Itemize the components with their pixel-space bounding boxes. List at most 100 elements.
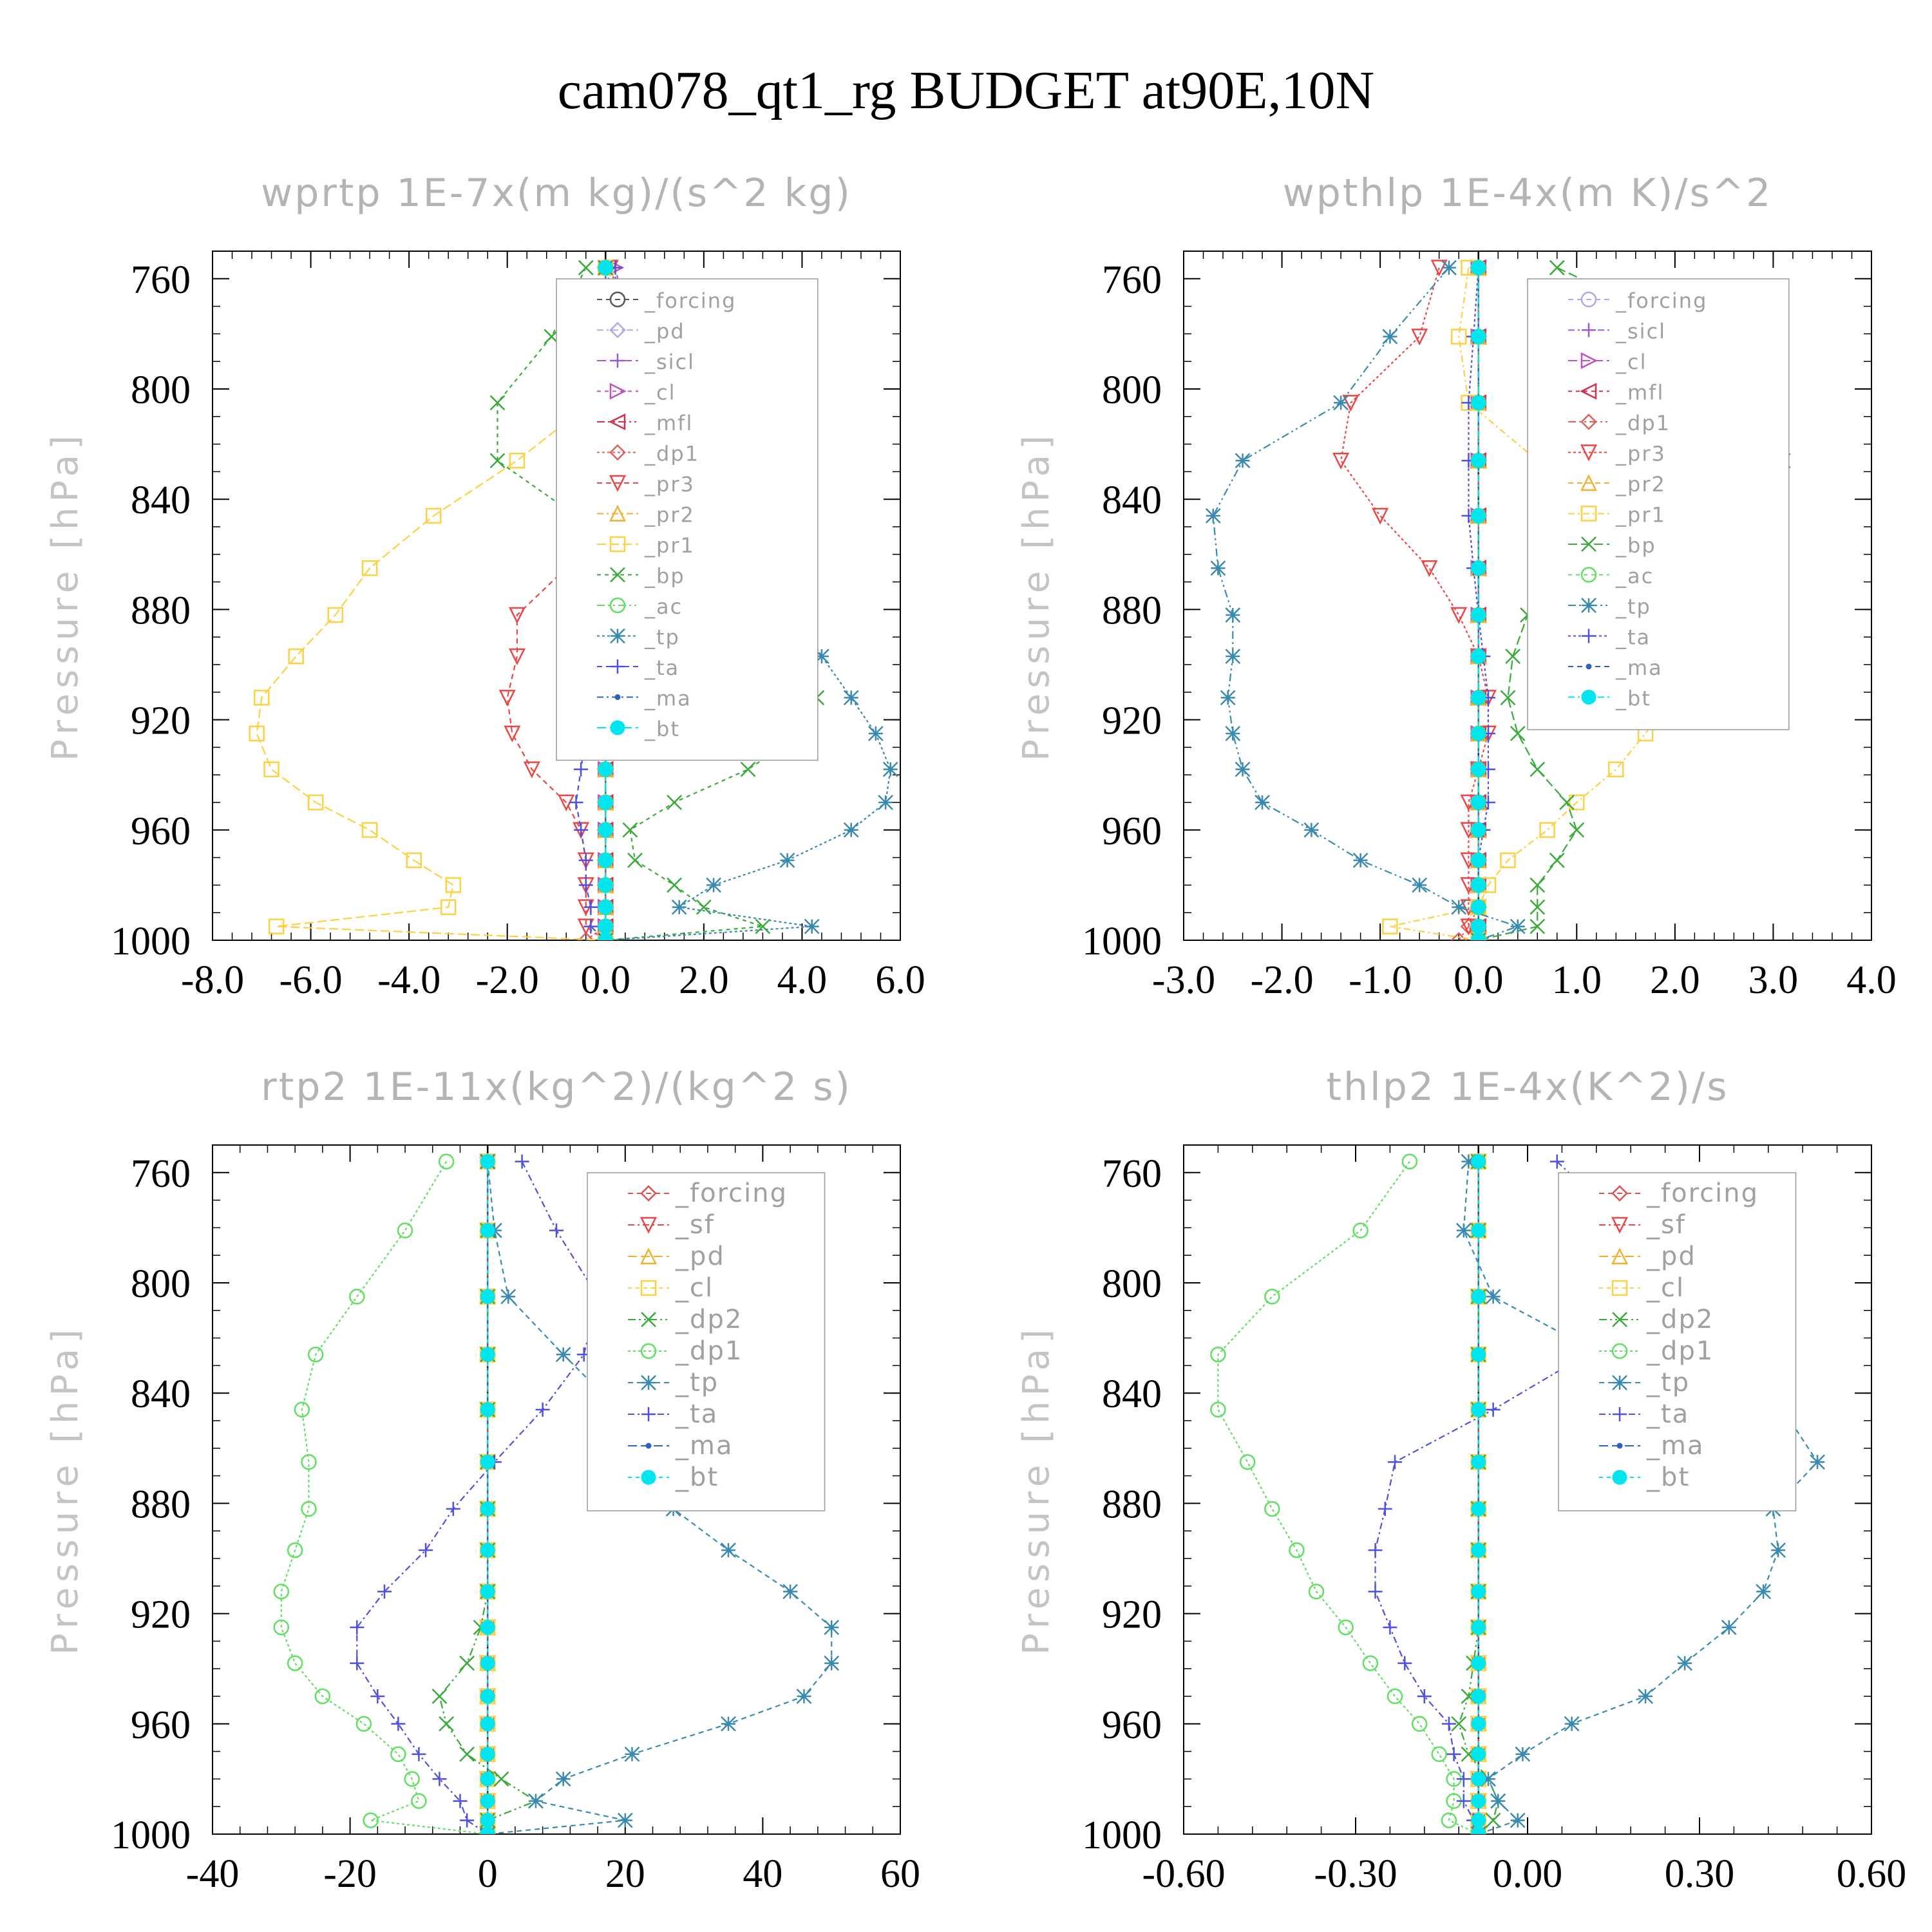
point_bt [480, 1454, 495, 1470]
point_bt [1471, 853, 1486, 868]
point_tp [824, 1655, 840, 1671]
point_tp [706, 877, 721, 893]
point_bp [1569, 822, 1585, 838]
legend-box [1527, 278, 1790, 730]
point_tp [721, 1716, 736, 1732]
point_tp [1382, 328, 1398, 345]
y-tick-label: 1000 [111, 1814, 191, 1857]
point_ta [432, 1772, 447, 1786]
point_dp1 [355, 1716, 372, 1732]
point_bt [1471, 1454, 1486, 1470]
x-tick-label: -1.0 [1349, 958, 1412, 1002]
point_tp [1756, 1584, 1772, 1600]
legend-marker_tp [1581, 598, 1596, 613]
panel-title: rtp2 1E-11x(kg^2)/(kg^2 s) [261, 1065, 852, 1110]
x-tick-label: 4.0 [1846, 958, 1897, 1002]
point_bt [1471, 508, 1486, 524]
point_bp [755, 918, 771, 934]
x-tick-label: 0.00 [1493, 1852, 1563, 1896]
point_tp [824, 1620, 840, 1635]
point_bp [1549, 852, 1565, 868]
point_dp1 [287, 1542, 303, 1558]
point_bt [480, 1620, 495, 1635]
legend-label: _ac [1615, 564, 1654, 589]
x-tick-label: 20 [605, 1852, 645, 1896]
point_ta [1446, 1747, 1461, 1761]
point_tp [796, 1689, 812, 1704]
legend-marker_mfl [1580, 383, 1597, 400]
series-line_dp2 [439, 1161, 538, 1834]
plot-area [1210, 1152, 1825, 1834]
legend-label: _forcing [675, 1179, 788, 1208]
x-tick-label: -3.0 [1152, 958, 1215, 1002]
legend-marker_pd [609, 321, 626, 339]
x-tick-label: 40 [743, 1852, 782, 1896]
point_bt [1471, 1584, 1486, 1599]
point_ta [1456, 1794, 1471, 1808]
plot-frame [212, 251, 901, 941]
point_pr3 [1421, 560, 1438, 577]
legend-label: _pr1 [644, 533, 695, 558]
point_bp [1530, 918, 1546, 934]
point_dp2 [439, 1716, 455, 1732]
y-tick-label: 760 [131, 258, 191, 302]
point_bt [1471, 1689, 1486, 1704]
point_bp [1510, 726, 1526, 741]
point_bt [1471, 1747, 1486, 1762]
panel-2: wpthlp 1E-4x(m K)/s^2 Pressure [hPa] 760 80… [1016, 171, 1897, 1002]
point_pr1 [1500, 852, 1516, 869]
point_dp1 [1239, 1454, 1256, 1470]
point_tp [1461, 1153, 1477, 1170]
point_tp [882, 761, 898, 777]
y-tick-label: 960 [131, 810, 191, 853]
y-tick-label: 1000 [111, 920, 191, 963]
legend-marker_dp1 [1611, 1343, 1628, 1359]
point_bt [598, 900, 613, 915]
point_tp [1205, 507, 1221, 524]
point_tp [1451, 899, 1467, 915]
legend-marker_pd [1611, 1247, 1629, 1265]
point_ta [1549, 1154, 1564, 1169]
x-tick-label: -6.0 [279, 958, 342, 1002]
point_pr1 [1539, 822, 1555, 838]
legend-marker_dp1 [640, 1343, 657, 1359]
legend-marker_sicl [1582, 323, 1596, 337]
legend-marker_pr2 [1580, 474, 1598, 491]
point_bp [1500, 690, 1516, 706]
legend-marker_pr1 [609, 536, 626, 553]
point_ta [446, 1501, 460, 1516]
point_pr3 [508, 607, 526, 624]
series_bt [480, 1154, 495, 1834]
plot-area [1205, 258, 1791, 940]
point_bt [598, 762, 613, 777]
point_pr1 [249, 725, 265, 742]
series-line_tp [1212, 267, 1520, 940]
point_tp [1721, 1620, 1737, 1635]
point_tp [1455, 1222, 1472, 1238]
y-tick-label: 760 [1102, 1152, 1162, 1196]
point_pr1 [268, 918, 285, 934]
legend-marker_bt [1581, 690, 1596, 705]
point_dp1 [1264, 1289, 1280, 1305]
legend-label: _dp1 [644, 442, 699, 466]
point_bt [480, 1289, 495, 1304]
legend: _forcing_sf_pd_cl_dp2_dp1_tp_ta_ma_bt [1558, 1172, 1797, 1511]
legend-marker_forcing [1580, 291, 1597, 308]
legend-label: _mfl [644, 411, 693, 435]
point_dp1 [287, 1655, 303, 1671]
point_pr1 [288, 648, 304, 665]
point_dp2 [459, 1746, 475, 1762]
point_bp [1559, 795, 1575, 810]
point_dp1 [1431, 1746, 1447, 1763]
point_ta [549, 1223, 564, 1238]
y-tick-label: 960 [1102, 810, 1162, 853]
legend-label: _pr1 [1615, 503, 1666, 527]
point_bt [480, 1813, 495, 1828]
point_dp1 [1338, 1619, 1354, 1636]
legend-box [587, 1172, 826, 1511]
point_ta [1368, 1584, 1383, 1599]
point_ta [350, 1656, 365, 1671]
legend-label: _ma [1615, 656, 1663, 680]
point_tp [1515, 1746, 1531, 1762]
point_bp [667, 795, 682, 810]
